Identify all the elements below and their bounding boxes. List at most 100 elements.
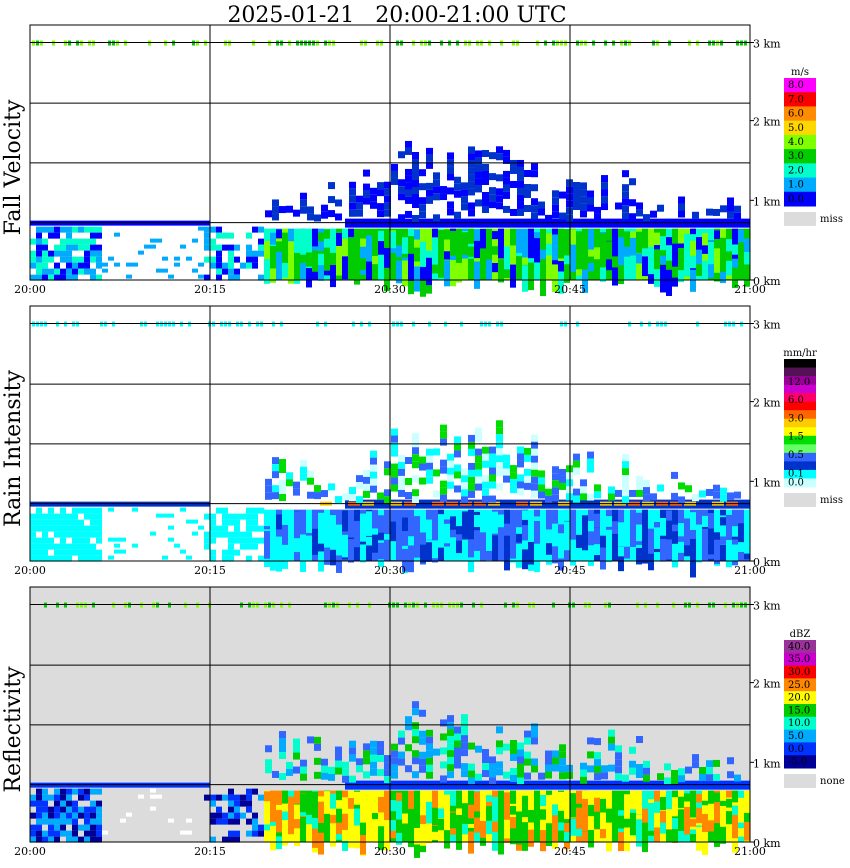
echo-cell	[42, 818, 48, 825]
echo-cell	[312, 791, 318, 818]
echo-cell	[228, 794, 234, 801]
echo-cell	[531, 765, 538, 773]
echo-cell	[636, 770, 643, 778]
echo-cell	[30, 531, 36, 538]
echo-cell	[744, 815, 750, 841]
echo-cell	[454, 190, 461, 198]
echo-cell	[475, 185, 482, 193]
echo-cell	[114, 232, 120, 237]
echo-cell	[408, 808, 414, 833]
echo-cell	[482, 460, 489, 468]
legend-unit: dBZ	[790, 629, 811, 640]
echo-cell	[414, 810, 420, 833]
echo-cell	[587, 765, 594, 773]
echo-cell	[42, 555, 48, 562]
echo-cell	[440, 747, 447, 755]
echo-cell	[419, 730, 426, 738]
echo-cell	[96, 226, 102, 233]
echo-cell	[54, 274, 60, 281]
echo-cell	[72, 525, 78, 532]
echo-cell	[54, 543, 60, 550]
legend-swatch	[784, 478, 816, 488]
legend-label: 35.0	[788, 654, 810, 665]
echo-cell	[580, 196, 587, 204]
echo-cell	[270, 259, 276, 269]
echo-cell	[30, 238, 36, 245]
echo-cell	[342, 761, 349, 769]
echo-cell	[642, 808, 648, 832]
echo-cell	[666, 258, 672, 273]
echo-cell	[552, 473, 559, 481]
echo-cell	[228, 555, 234, 562]
y-axis-label: Reflectivity	[1, 666, 26, 793]
echo-cell	[306, 814, 312, 825]
echo-cell	[60, 274, 66, 281]
echo-cell	[580, 762, 587, 770]
echo-cell	[398, 489, 405, 497]
echo-cell	[321, 772, 328, 780]
echo-cell	[168, 537, 174, 542]
echo-cell	[524, 737, 531, 745]
echo-cell	[378, 802, 384, 813]
echo-cell	[496, 740, 503, 748]
echo-cell	[570, 539, 576, 566]
echo-cell	[84, 824, 90, 831]
echo-cell	[96, 232, 102, 239]
echo-cell	[252, 525, 258, 532]
echo-cell	[629, 767, 636, 775]
echo-cell	[349, 775, 356, 783]
legend-missing-label: miss	[820, 495, 843, 506]
echo-cell	[377, 203, 384, 211]
echo-cell	[580, 189, 587, 197]
echo-cell	[412, 151, 419, 159]
echo-cell	[450, 230, 456, 256]
echo-cell	[270, 545, 276, 571]
echo-cell	[402, 822, 408, 842]
echo-cell	[48, 274, 54, 281]
echo-cell	[60, 226, 66, 233]
echo-cell	[630, 255, 636, 280]
echo-cell	[120, 818, 126, 823]
echo-cell	[678, 496, 685, 504]
echo-cell	[708, 820, 714, 832]
echo-cell	[534, 805, 540, 822]
legend-swatch	[784, 191, 816, 207]
echo-cell	[444, 830, 450, 849]
echo-cell	[540, 515, 546, 528]
echo-cell	[713, 773, 720, 781]
echo-cell	[468, 742, 475, 750]
echo-cell	[114, 543, 120, 548]
echo-cell	[636, 253, 642, 264]
echo-cell	[198, 525, 204, 530]
echo-cell	[258, 250, 264, 257]
echo-cell	[454, 754, 461, 762]
legend-label: 20.0	[788, 693, 810, 704]
echo-cell	[622, 475, 629, 483]
legend-label: 5.0	[788, 731, 804, 742]
echo-cell	[258, 794, 264, 801]
echo-cell	[408, 825, 414, 848]
echo-cell	[264, 793, 270, 808]
echo-cell	[622, 212, 629, 220]
echo-cell	[482, 205, 489, 213]
echo-cell	[524, 475, 531, 483]
echo-cell	[246, 519, 252, 526]
echo-cell	[210, 794, 216, 801]
echo-cell	[384, 769, 391, 777]
echo-cell	[84, 226, 90, 233]
echo-cell	[699, 766, 706, 774]
echo-cell	[210, 800, 216, 807]
echo-cell	[600, 823, 606, 839]
echo-cell	[588, 237, 594, 250]
echo-cell	[258, 830, 264, 837]
echo-cell	[622, 184, 629, 192]
echo-cell	[419, 211, 426, 219]
echo-cell	[496, 462, 503, 470]
echo-cell	[454, 471, 461, 479]
echo-cell	[517, 756, 524, 764]
echo-cell	[496, 761, 503, 769]
x-tick-label: 20:00	[14, 845, 46, 858]
echo-cell	[696, 249, 702, 272]
echo-cell	[384, 514, 390, 535]
echo-cell	[433, 748, 440, 756]
